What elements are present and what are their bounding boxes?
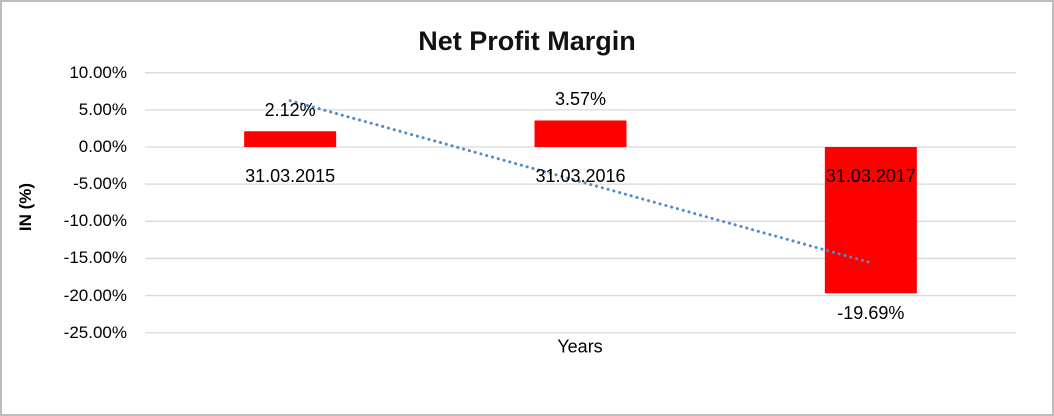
y-axis-tick-label: -5.00% [73,174,127,194]
x-axis-category-label: 31.03.2015 [245,166,336,186]
bar-data-label: 3.57% [554,89,607,110]
bar [534,120,627,147]
bar-data-label: -19.69% [837,303,905,324]
chart-title: Net Profit Margin [418,26,636,56]
bar [824,147,917,294]
y-axis-tick-label: -25.00% [63,322,127,342]
trendline [288,99,873,265]
y-axis-tick-label: 10.00% [69,62,127,82]
bar [244,131,337,147]
y-axis-tick-label: 5.00% [78,99,127,119]
bar-data-label: 2.12% [264,100,316,121]
y-axis-tick-label: 0.00% [78,137,127,156]
y-axis-tick-label: -10.00% [63,211,127,231]
y-axis-title: IN (%) [16,182,35,232]
x-axis-category-label: 31.03.2017 [825,166,916,186]
x-axis-category-label: 31.03.2016 [535,166,626,186]
y-axis-tick-label: -15.00% [63,248,127,268]
x-axis-title: Years [557,336,603,357]
y-axis-tick-label: -20.00% [63,285,127,305]
